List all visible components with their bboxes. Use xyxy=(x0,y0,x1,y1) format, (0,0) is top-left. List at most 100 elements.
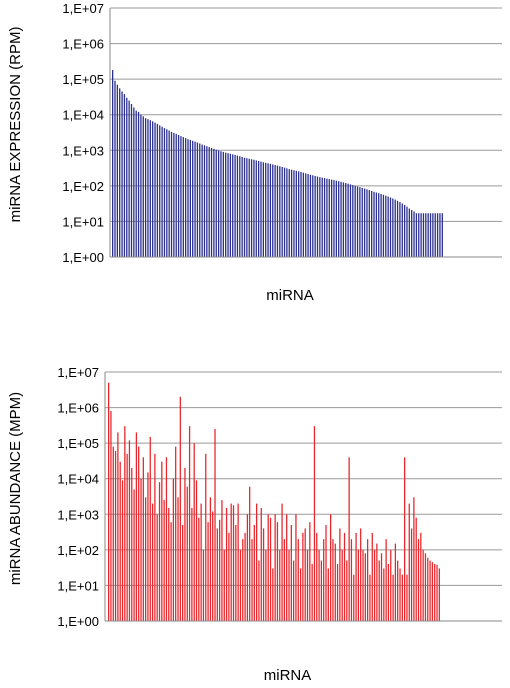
bar xyxy=(130,104,133,257)
bar xyxy=(194,141,196,257)
bar xyxy=(149,120,151,257)
bar xyxy=(269,163,272,257)
bar xyxy=(195,480,198,621)
bar xyxy=(274,165,276,257)
bar xyxy=(144,118,147,257)
bar xyxy=(300,172,302,257)
bar xyxy=(110,411,112,621)
bar xyxy=(439,213,441,257)
bar xyxy=(140,478,142,621)
bar xyxy=(121,91,123,257)
bar xyxy=(237,503,239,621)
bar xyxy=(114,80,116,258)
y-axis-label: miRNA EXPRESSION (RPM) xyxy=(7,27,24,223)
bar xyxy=(408,503,410,621)
bar xyxy=(313,426,316,621)
bar xyxy=(316,532,318,621)
bar xyxy=(172,478,175,621)
bar xyxy=(229,153,232,257)
bar xyxy=(220,151,222,257)
bar xyxy=(349,184,352,257)
y-tick-label: 1,E+06 xyxy=(57,401,99,416)
bar xyxy=(145,497,147,621)
bar xyxy=(202,549,205,621)
bar xyxy=(418,213,420,257)
bar xyxy=(403,204,406,257)
bar xyxy=(223,549,225,621)
bar xyxy=(121,480,124,621)
bar xyxy=(362,549,364,621)
bar xyxy=(390,549,392,621)
bar xyxy=(262,528,265,621)
y-tick-label: 1,E+00 xyxy=(62,250,104,265)
bar xyxy=(309,522,311,621)
bar xyxy=(399,202,401,257)
bar xyxy=(161,126,163,258)
bar xyxy=(126,97,128,258)
bar xyxy=(269,517,272,621)
bar xyxy=(334,543,336,621)
bar xyxy=(427,557,429,621)
bar xyxy=(399,568,401,621)
bar xyxy=(249,486,251,621)
y-tick-label: 1,E+06 xyxy=(62,37,104,52)
y-tick-label: 1,E+07 xyxy=(57,365,99,380)
bar xyxy=(156,514,158,621)
y-tick-label: 1,E+01 xyxy=(62,214,104,229)
bar xyxy=(246,158,248,257)
bar xyxy=(387,564,390,621)
bar xyxy=(335,180,337,257)
bar xyxy=(304,528,306,621)
bar xyxy=(420,532,422,621)
bar xyxy=(422,549,424,621)
bar xyxy=(151,503,154,621)
bar xyxy=(314,175,316,257)
bar xyxy=(158,482,161,621)
y-tick-label: 1,E+04 xyxy=(57,472,99,487)
bar xyxy=(298,171,300,257)
bar xyxy=(323,539,325,621)
bar xyxy=(112,70,114,257)
bar xyxy=(230,503,232,621)
bar xyxy=(338,181,340,257)
bar xyxy=(225,508,228,621)
bar xyxy=(406,574,408,621)
bar xyxy=(208,147,210,257)
bar xyxy=(363,188,366,257)
bar xyxy=(154,122,156,257)
bar xyxy=(262,162,264,257)
bar xyxy=(436,564,438,621)
bar xyxy=(182,524,184,621)
bar xyxy=(360,528,362,621)
bar xyxy=(319,177,321,257)
bar xyxy=(253,159,255,257)
bar xyxy=(165,457,168,621)
bar xyxy=(193,443,195,621)
bar xyxy=(243,157,246,257)
bar xyxy=(297,539,299,621)
bar xyxy=(343,532,346,621)
bar xyxy=(214,428,216,621)
bar xyxy=(250,159,253,257)
bar xyxy=(378,560,380,621)
bar xyxy=(352,185,354,257)
bar xyxy=(434,213,436,257)
bar xyxy=(302,172,305,257)
bar xyxy=(387,196,389,257)
bar xyxy=(133,489,135,621)
bar xyxy=(290,169,293,257)
bar xyxy=(288,169,290,257)
bar xyxy=(187,139,189,257)
bar xyxy=(126,453,128,621)
bar xyxy=(142,116,144,257)
bar xyxy=(161,461,163,621)
bar xyxy=(293,170,295,257)
bar xyxy=(283,167,286,257)
bar xyxy=(320,560,323,621)
y-tick-labels: 1,E+00 1,E+01 1,E+02 1,E+03 1,E+04 1,E+05 1,E+… xyxy=(57,365,99,629)
bar xyxy=(369,574,371,621)
bar xyxy=(333,180,335,257)
bar xyxy=(117,432,119,621)
y-tick-labels: 1,E+00 1,E+01 1,E+02 1,E+03 1,E+04 1,E+05 1,E+… xyxy=(62,1,104,265)
bar xyxy=(438,568,440,621)
